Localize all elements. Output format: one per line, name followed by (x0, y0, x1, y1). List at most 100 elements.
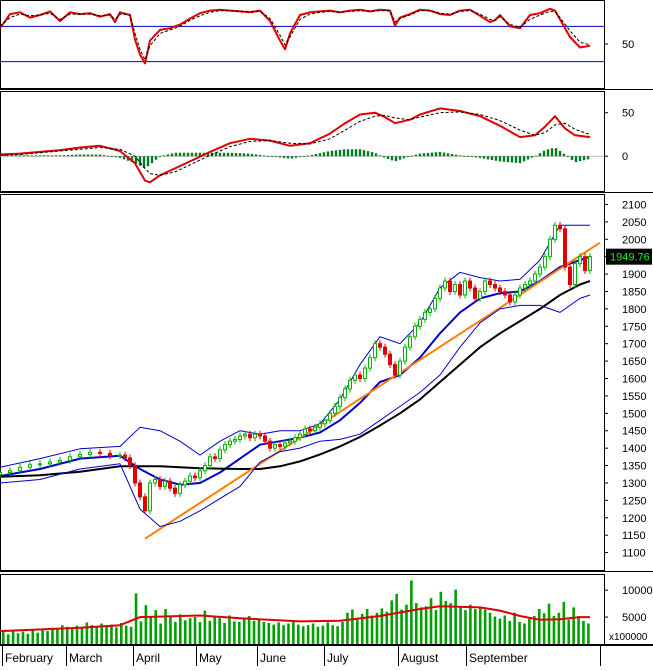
volume-bar (154, 610, 158, 644)
candle-up (238, 435, 242, 440)
candle-down (568, 266, 572, 286)
macd-histogram-bar (110, 156, 114, 158)
candle-down (488, 280, 492, 286)
macd-histogram-bar (6, 155, 10, 157)
macd-histogram-bar (282, 156, 286, 159)
volume-bar (297, 624, 300, 644)
macd-histogram-bar (246, 153, 250, 157)
candle-up (163, 480, 167, 487)
candle-up (283, 442, 287, 447)
macd-histogram-bar (394, 156, 398, 162)
trendline (144, 241, 601, 540)
volume-bar (365, 609, 369, 644)
volume-bar (31, 630, 35, 644)
volume-bar (572, 607, 575, 644)
volume-bar (552, 616, 556, 644)
macd-histogram-bar (66, 155, 70, 157)
y-tick-label-price: 1250 (622, 495, 646, 507)
candle-up (198, 470, 202, 479)
macd-histogram-bar (294, 156, 298, 158)
candle-up (203, 465, 207, 472)
candle-up (233, 438, 237, 442)
volume-bar (95, 627, 99, 644)
volume-bar (218, 618, 221, 644)
volume-bar (577, 616, 580, 644)
candle-up (38, 463, 42, 466)
volume-bar (61, 625, 64, 644)
volume-bar (513, 612, 516, 644)
macd-histogram-bar (298, 156, 302, 158)
candle-down (168, 480, 172, 489)
candle-up (453, 284, 457, 292)
macd-histogram-bar (370, 152, 374, 157)
macd-histogram-bar (194, 152, 198, 157)
volume-bar (395, 593, 398, 644)
y-tick-label-macd: 50 (622, 108, 634, 120)
volume-bar (587, 623, 590, 644)
macd-histogram-bar (222, 152, 226, 157)
macd-histogram-bar (26, 155, 30, 157)
volume-bar (193, 617, 197, 644)
y-tick-label-price: 1600 (622, 374, 646, 386)
volume-bar (385, 611, 389, 644)
volume-bar (557, 612, 561, 644)
candle-up (423, 311, 427, 320)
volume-bar (346, 612, 349, 644)
volume-bar (439, 591, 443, 644)
macd-histogram-bar (322, 152, 326, 157)
macd-histogram-bar (106, 155, 110, 157)
volume-bar (90, 625, 94, 644)
volume-bar (493, 616, 497, 644)
candle-up (528, 280, 532, 286)
macd-histogram-bar (270, 156, 274, 158)
candle-up (538, 266, 542, 275)
macd-line (0, 107, 591, 184)
candle-down (108, 452, 112, 457)
candle-down (193, 475, 197, 479)
candle-up (523, 284, 527, 289)
volume-bar (444, 600, 448, 644)
macd-histogram-bar (14, 155, 18, 157)
macd-histogram-bar (354, 149, 358, 157)
macd-histogram-bar (410, 155, 414, 157)
macd-histogram-bar (86, 154, 90, 157)
volume-bar (370, 615, 374, 644)
macd-histogram-bar (122, 156, 126, 160)
candle-up (303, 428, 307, 435)
macd-histogram-bar (402, 156, 406, 159)
candle-up (463, 280, 467, 296)
macd-histogram-bar (586, 156, 590, 160)
candle-up (543, 256, 547, 268)
macd-histogram-bar (350, 149, 354, 157)
macd-histogram-bar (518, 156, 522, 164)
macd-histogram-bar (290, 156, 294, 159)
volume-bar (488, 612, 492, 644)
candle-up (153, 478, 157, 484)
macd-histogram-bar (170, 153, 174, 157)
macd-histogram-bar (330, 150, 334, 157)
volume-bar (424, 606, 428, 644)
volume-bar (144, 605, 148, 644)
candle-up (218, 449, 222, 460)
candle-down (278, 444, 282, 447)
volume-bar (503, 615, 507, 644)
macd-histogram-bar (474, 156, 478, 158)
volume-bar (390, 600, 394, 644)
macd-histogram-bar (162, 155, 166, 157)
candle-up (8, 470, 12, 474)
macd-histogram-bar (102, 155, 106, 157)
bollinger-lower-band (0, 294, 591, 527)
y-tick-label-price: 1100 (622, 548, 646, 560)
macd-histogram-bar (58, 155, 62, 157)
macd-histogram-bar (550, 148, 554, 157)
candle-up (148, 482, 152, 512)
volume-bar (242, 617, 246, 644)
macd-histogram-bar (334, 150, 338, 157)
volume-bar (179, 614, 182, 644)
volume-bar (277, 622, 280, 644)
candle-down (308, 428, 312, 432)
candle-up (243, 433, 247, 437)
x-tick-label: August (401, 651, 439, 665)
